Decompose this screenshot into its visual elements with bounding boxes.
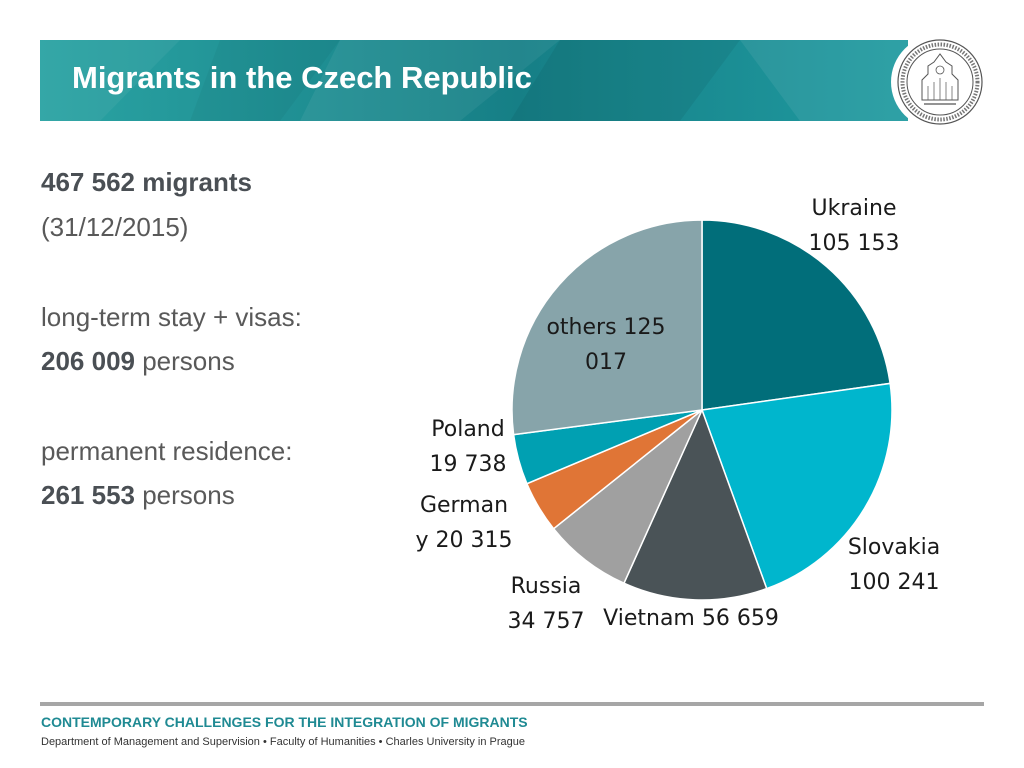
title-banner: Migrants in the Czech Republic	[40, 40, 908, 121]
pie-slice-others	[511, 219, 703, 436]
pie-label-german: German y 20 315	[416, 493, 513, 553]
pie-slice-slovakia	[700, 382, 893, 590]
permanent-unit: persons	[134, 480, 235, 510]
total-migrants: 467 562 migrants	[41, 167, 253, 197]
long-term-label: long-term stay + visas:	[41, 302, 302, 332]
permanent-label: permanent residence:	[41, 436, 293, 466]
pie-slice-ukraine	[701, 219, 891, 411]
footer-subtitle: Department of Management and Supervision…	[41, 736, 525, 748]
footer-divider	[40, 702, 984, 706]
pie-labels: Ukraine 105 153 Slovakia 100 241 Vietnam 56 …	[416, 196, 941, 634]
pie-label-slovakia: Slovakia 100 241	[848, 535, 940, 595]
permanent-line: 261 553 persons	[41, 480, 235, 511]
pie-slices	[511, 219, 893, 601]
pie-slice-vietnam	[622, 408, 768, 601]
pie-label-ukraine: Ukraine 105 153	[809, 196, 900, 256]
slide-title: Migrants in the Czech Republic	[72, 60, 532, 95]
long-term-line: 206 009 persons	[41, 346, 235, 377]
banner-background	[40, 40, 908, 121]
pie-label-russia: Russia 34 757	[508, 574, 585, 634]
permanent-value: 261 553	[41, 480, 135, 510]
university-seal-logo	[891, 38, 984, 128]
pie-chart: Ukraine 105 153 Slovakia 100 241 Vietnam 56 …	[416, 196, 941, 634]
pie-label-vietnam: Vietnam 56 659	[603, 606, 779, 631]
reference-date: (31/12/2015)	[41, 212, 189, 242]
pie-label-others: others 125 017	[546, 315, 665, 375]
footer-title: CONTEMPORARY CHALLENGES FOR THE INTEGRAT…	[41, 714, 528, 730]
long-term-unit: persons	[134, 346, 235, 376]
long-term-value: 206 009	[41, 346, 135, 376]
pie-label-poland: Poland 19 738	[430, 417, 507, 477]
